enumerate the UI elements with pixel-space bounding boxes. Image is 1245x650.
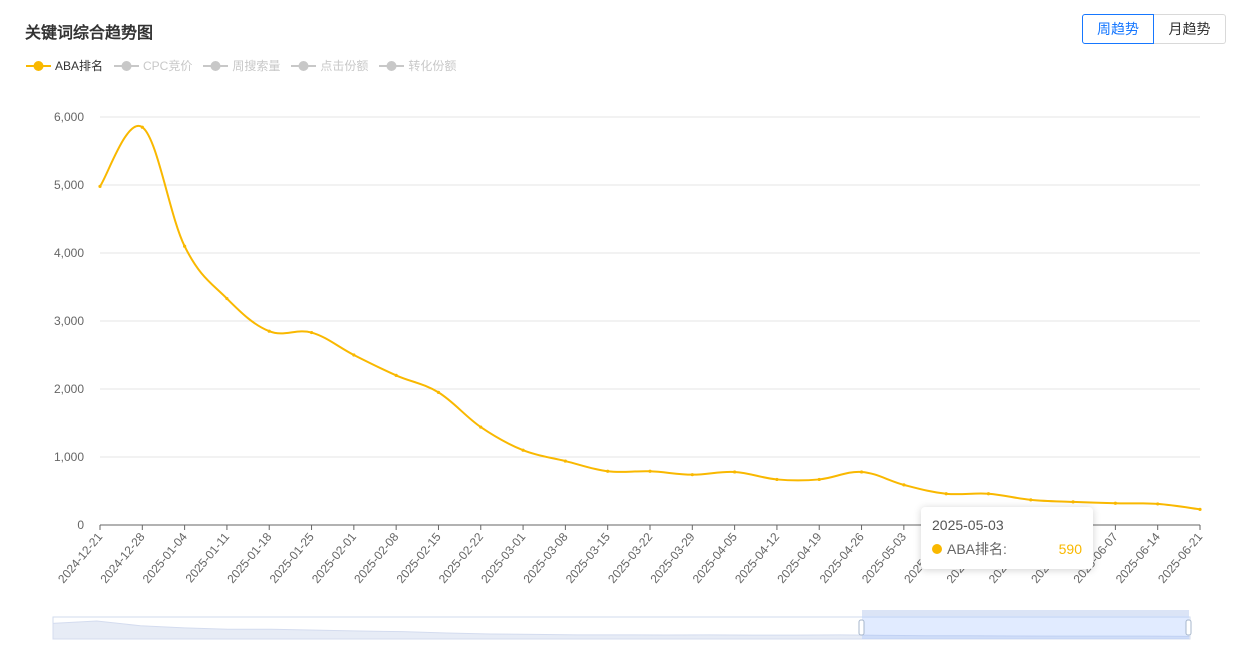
x-tick-label: 2025-06-21 (1155, 530, 1205, 586)
data-point (98, 184, 102, 188)
legend-item-cpc[interactable]: CPC竞价 (114, 57, 192, 74)
legend-line-icon (114, 60, 140, 71)
data-point (1198, 507, 1202, 511)
tooltip-date: 2025-05-03 (932, 517, 1004, 533)
month-trend-button[interactable]: 月趋势 (1154, 14, 1226, 44)
data-point (859, 470, 864, 474)
data-point (817, 477, 821, 482)
tooltip-series-dot (932, 544, 942, 554)
zoom-handle-left (858, 619, 865, 636)
data-point (267, 329, 271, 333)
legend: ABA排名 CPC竞价 周搜索量 点击份额 转化份额 (26, 57, 467, 74)
y-tick-label: 0 (77, 518, 84, 532)
tooltip-value: 590 (1058, 541, 1082, 557)
data-point (775, 477, 779, 482)
tooltip-series-label: ABA排名: (947, 541, 1007, 557)
zoom-move-bar (862, 610, 1189, 616)
data-point (902, 483, 906, 487)
data-point (606, 469, 610, 473)
data-point (436, 390, 441, 394)
chart-title: 关键词综合趋势图 (25, 25, 154, 42)
data-point (986, 492, 991, 496)
legend-label: CPC竞价 (143, 59, 193, 73)
data-point (1071, 500, 1075, 504)
legend-label: ABA排名 (55, 59, 104, 73)
legend-label: 点击份额 (320, 59, 369, 73)
legend-label: 转化份额 (408, 59, 457, 73)
data-point (563, 459, 567, 463)
zoom-handle-right (1185, 619, 1192, 636)
zoom-preview-area (52, 620, 1191, 640)
data-point (1156, 502, 1160, 506)
y-tick-label: 3,000 (54, 314, 84, 328)
legend-item-click-share[interactable]: 点击份额 (291, 57, 368, 74)
legend-line-icon (291, 60, 317, 71)
data-point (479, 425, 483, 429)
data-point (521, 448, 525, 452)
data-point (1113, 501, 1117, 505)
y-tick-label: 2,000 (54, 382, 84, 396)
data-point (648, 469, 652, 473)
data-point (140, 125, 144, 129)
legend-item-aba-rank[interactable]: ABA排名 (26, 57, 103, 74)
y-tick-label: 1,000 (54, 450, 84, 464)
legend-item-weekly-search[interactable]: 周搜索量 (203, 57, 280, 74)
trend-toggle: 周趋势 月趋势 (1082, 14, 1226, 44)
data-point (183, 244, 187, 248)
data-point (309, 330, 314, 335)
legend-line-icon (379, 60, 405, 71)
data-point (690, 473, 694, 477)
data-point (1029, 498, 1033, 502)
y-tick-label: 5,000 (54, 178, 84, 192)
data-point (225, 296, 229, 301)
data-point (733, 470, 737, 474)
data-point (352, 353, 356, 357)
legend-line-icon (26, 60, 51, 71)
data-point (394, 373, 398, 377)
series-line-aba-rank (99, 124, 1201, 511)
data-point (944, 492, 948, 496)
legend-label: 周搜索量 (232, 59, 281, 73)
legend-line-icon (203, 60, 229, 71)
y-tick-label: 4,000 (54, 246, 84, 260)
tooltip: 2025-05-03 ABA排名: 590 (921, 507, 1093, 569)
week-trend-button[interactable]: 周趋势 (1082, 14, 1154, 44)
y-tick-label: 6,000 (54, 110, 84, 124)
legend-item-conversion-share[interactable]: 转化份额 (379, 57, 456, 74)
